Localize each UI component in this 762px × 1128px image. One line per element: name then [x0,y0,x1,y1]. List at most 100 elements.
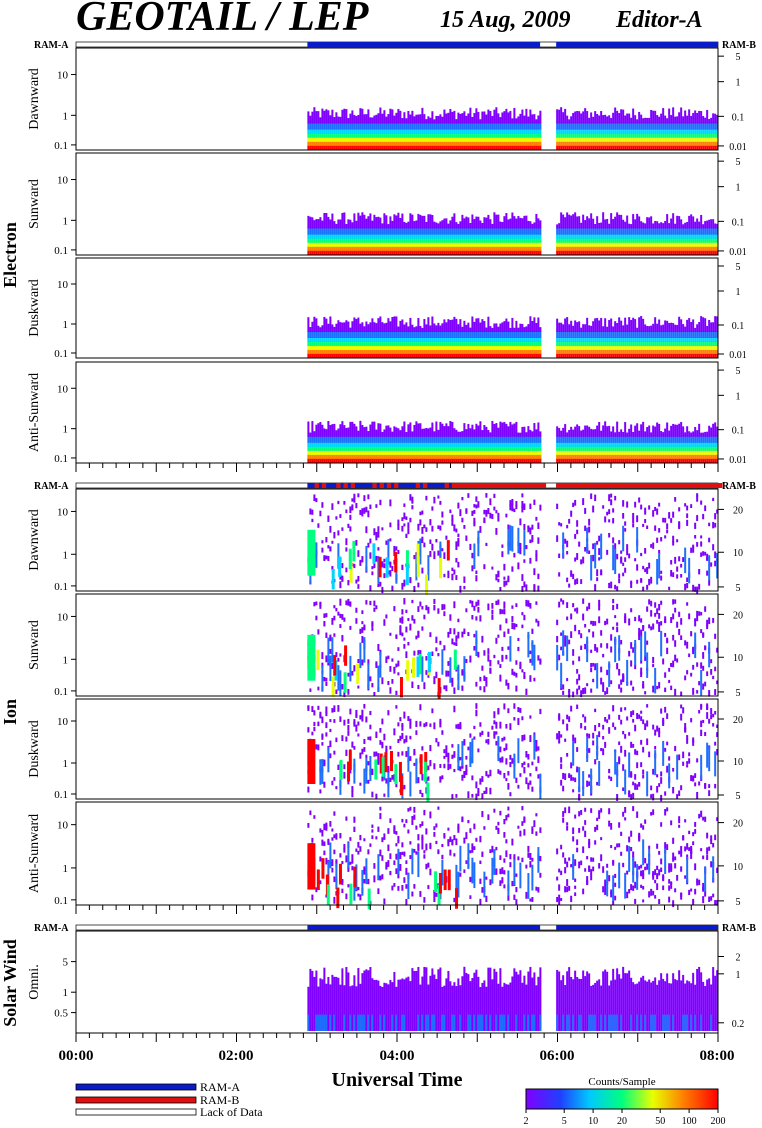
spectrogram-cell [467,233,470,239]
spectrogram-cell [507,445,510,451]
spectrogram-cell [385,349,388,354]
spectrogram-cell [433,353,436,358]
spectrogram-cell [383,241,386,247]
spectrogram-cell [335,331,338,338]
spectrogram-cell [391,144,394,150]
spectrogram-cell [638,140,641,146]
spectrogram-cell [461,214,464,229]
spectrogram-cell [379,217,382,229]
spectrogram-cell [690,337,693,342]
spectrogram-cell [513,107,516,124]
spectrogram-cell [315,111,318,124]
spectrogram-cell [401,237,404,243]
spectrogram-cell [311,421,314,437]
spectrogram-cell [369,445,372,451]
spectrogram-cell [640,237,643,243]
spectrogram-cell [409,331,412,338]
spectrogram-cell [455,331,458,338]
spectrogram-cell [654,140,657,146]
spectrogram-cell [355,128,358,134]
spectrogram-cell [485,353,488,358]
spectrogram-cell [527,337,530,342]
spectrogram-cell [445,349,448,354]
spectrogram-cell [359,215,362,229]
spectrogram-cell [383,233,386,239]
spectrogram-cell [357,132,360,138]
spectrogram-cell [431,341,434,346]
spectrogram-cell [369,144,372,150]
spectrogram-cell [636,341,639,346]
spectrogram-cell [566,144,569,150]
spectrogram-cell [704,144,707,150]
spectrogram-cell [343,449,346,455]
spectrogram-cell [427,445,430,451]
spectrogram-cell [702,237,705,243]
spectrogram-cell [706,337,709,342]
spectrogram-cell [664,320,667,332]
spectrogram-cell [483,449,486,455]
spectrogram-cell [612,122,615,130]
spectrogram-cell [375,136,378,142]
spectrogram-cell [463,237,466,243]
spectrogram-cell [389,132,392,138]
spectrogram-cell [479,421,482,437]
spectrogram-cell [315,219,318,229]
spectrogram-cell [457,353,460,358]
spectrogram-cell [690,237,693,243]
spectrogram-cell [692,132,695,138]
spectrogram-cell [614,345,617,350]
spectrogram-cell [315,349,318,354]
spectrogram-cell [529,245,532,251]
spectrogram-cell [443,249,446,255]
spectrogram-cell [570,320,573,332]
spectrogram-cell [455,144,458,150]
spectrogram-cell [654,110,657,124]
spectrogram-cell [383,331,386,338]
spectrogram-cell [574,140,577,146]
spectrogram-cell [323,241,326,247]
spectrogram-cell [582,249,585,255]
spectrogram-cell [309,349,312,354]
spectrogram-cell [529,345,532,350]
spectrogram-cell [614,331,617,338]
spectrogram-cell [493,249,496,255]
spectrogram-cell [505,136,508,142]
spectrogram-cell [453,237,456,243]
spectrogram-cell [640,227,643,235]
spectrogram-cell [491,136,494,142]
spectrogram-cell [473,113,476,124]
spectrogram-cell [710,345,713,350]
spectrogram-cell [441,349,444,354]
spectrogram-cell [455,353,458,358]
spectrogram-cell [441,441,444,447]
spectrogram-cell [634,132,637,138]
spectrogram-cell [495,453,498,459]
spectrogram-cell [421,245,424,251]
spectrogram-cell [521,349,524,354]
spectrogram-cell [343,122,346,130]
spectrogram-cell [710,144,713,150]
spectrogram-cell [489,341,492,346]
spectrogram-cell [311,441,314,447]
spectrogram-cell [491,237,494,243]
spectrogram-cell [381,345,384,350]
spectrogram-cell [588,140,591,146]
spectrogram-cell [616,245,619,251]
spectrogram-cell [503,227,506,235]
spectrogram-cell [421,140,424,146]
spectrogram-cell [515,218,518,229]
spectrogram-cell [331,349,334,354]
spectrogram-cell [678,353,681,358]
spectrogram-cell [359,323,362,332]
spectrogram-cell [407,457,410,463]
spectrogram-cell [620,140,623,146]
spectrogram-cell [620,227,623,235]
spectrogram-cell [313,349,316,354]
spectrogram-cell [327,435,330,443]
spectrogram-cell [523,144,526,150]
spectrogram-cell [638,349,641,354]
spectrogram-cell [487,227,490,235]
spectrogram-cell [674,227,677,235]
spectrogram-cell [694,144,697,150]
spectrogram-cell [449,128,452,134]
